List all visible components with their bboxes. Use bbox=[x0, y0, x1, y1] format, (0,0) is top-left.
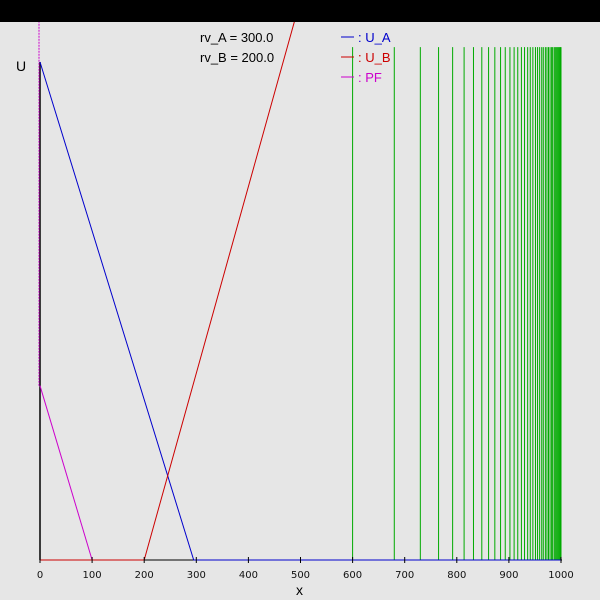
legend-label-pf: : PF bbox=[358, 70, 382, 85]
x-tick-label-600: 600 bbox=[343, 570, 362, 581]
x-tick-label-900: 900 bbox=[499, 570, 518, 581]
series-line-u-a bbox=[39, 61, 561, 561]
window-title-bar bbox=[0, 0, 600, 22]
x-tick-label-400: 400 bbox=[239, 570, 258, 581]
x-tick-label-500: 500 bbox=[291, 570, 310, 581]
x-tick-label-300: 300 bbox=[187, 570, 206, 581]
series-line-pf bbox=[39, 385, 93, 561]
legend-label-u-b: : U_B bbox=[358, 50, 391, 65]
legend-label-u-a: : U_A bbox=[358, 30, 391, 45]
x-tick-group: 0 100 200 300 400 500 600 700 800 900 1000 bbox=[37, 557, 574, 581]
param-label-rv-a: rv_A = 300.0 bbox=[200, 30, 273, 45]
x-tick-label-1000: 1000 bbox=[548, 570, 573, 581]
series-group bbox=[38, 22, 561, 561]
green-line-group bbox=[352, 47, 562, 560]
series-line-u-b bbox=[40, 22, 295, 561]
param-label-rv-b: rv_B = 200.0 bbox=[200, 50, 274, 65]
plot-area: 0 100 200 300 400 500 600 700 800 900 1000 U x rv_… bbox=[0, 22, 600, 600]
x-axis-label: x bbox=[296, 582, 303, 598]
x-tick-label-0: 0 bbox=[37, 570, 43, 581]
legend: : U_A : U_B : PF bbox=[341, 30, 391, 85]
y-axis-label: U bbox=[16, 58, 26, 74]
x-tick-label-800: 800 bbox=[447, 570, 466, 581]
x-tick-label-100: 100 bbox=[83, 570, 102, 581]
x-tick-label-700: 700 bbox=[395, 570, 414, 581]
x-tick-label-200: 200 bbox=[135, 570, 154, 581]
